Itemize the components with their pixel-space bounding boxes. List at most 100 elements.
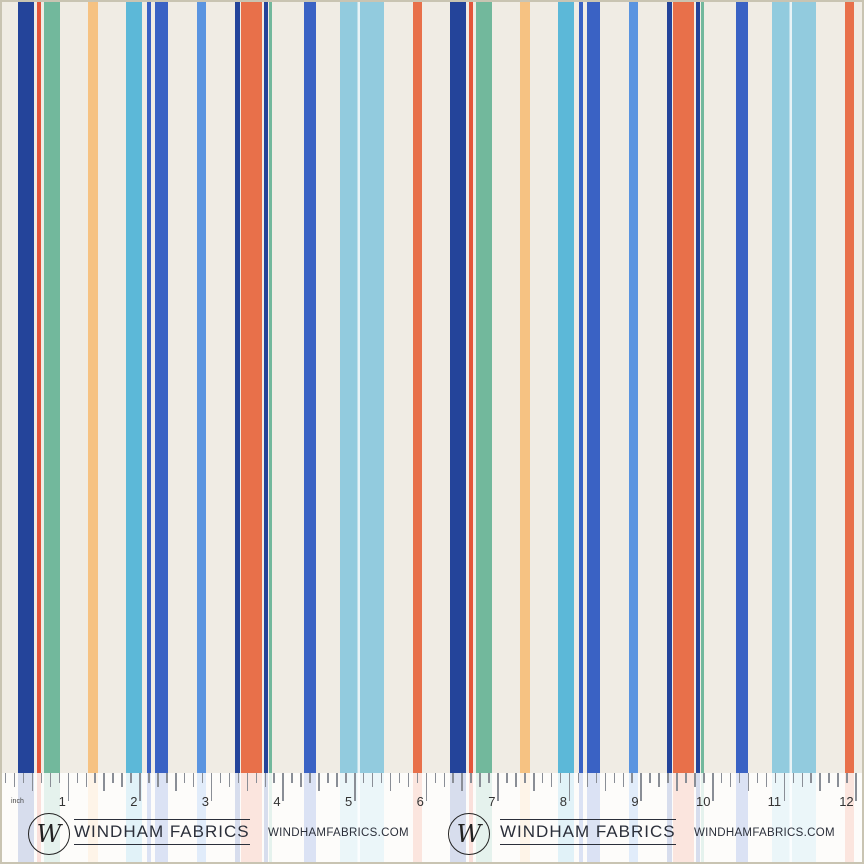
ruler-tick bbox=[362, 773, 365, 783]
ruler-tick bbox=[219, 773, 222, 783]
ruler-tick bbox=[389, 773, 392, 791]
ruler-tick bbox=[416, 773, 419, 783]
ruler-tick bbox=[175, 773, 177, 791]
ruler-number: 8 bbox=[559, 794, 568, 809]
stripe-navy bbox=[18, 2, 34, 862]
ruler-tick bbox=[550, 773, 553, 787]
ruler-number: 11 bbox=[767, 794, 782, 809]
ruler-tick bbox=[103, 773, 105, 791]
ruler-tick bbox=[631, 773, 633, 783]
stripe-cornflower bbox=[197, 2, 206, 862]
ruler-tick bbox=[577, 773, 580, 783]
ruler-tick bbox=[810, 773, 812, 783]
ruler-tick bbox=[148, 773, 150, 783]
ruler-tick bbox=[273, 773, 275, 783]
ruler-tick bbox=[756, 773, 759, 783]
ruler-tick bbox=[210, 773, 213, 801]
ruler-tick bbox=[300, 773, 302, 787]
stripe-navy bbox=[667, 2, 672, 862]
ruler-tick bbox=[31, 773, 34, 791]
ruler-tick bbox=[228, 773, 231, 787]
ruler-tick bbox=[828, 773, 830, 783]
ruler-tick bbox=[425, 773, 428, 801]
stripe-sky bbox=[558, 2, 574, 862]
ruler-tick bbox=[792, 773, 795, 783]
ruler-tick bbox=[604, 773, 607, 791]
ruler-tick bbox=[506, 773, 508, 783]
ruler-tick bbox=[738, 773, 741, 783]
stripe-blue bbox=[587, 2, 600, 862]
ruler-number: 9 bbox=[631, 794, 639, 809]
ruler-tick bbox=[559, 773, 562, 783]
ruler-tick bbox=[846, 773, 848, 783]
ruler-tick bbox=[783, 773, 786, 801]
stripe-orange bbox=[413, 2, 422, 862]
stripe-peach bbox=[88, 2, 98, 862]
ruler-tick bbox=[94, 773, 96, 783]
stripe-cornflower bbox=[629, 2, 638, 862]
ruler-tick bbox=[712, 773, 714, 801]
ruler-tick bbox=[354, 773, 356, 801]
ruler-tick bbox=[568, 773, 571, 801]
ruler-tick bbox=[765, 773, 768, 787]
ruler-tick bbox=[157, 773, 159, 787]
ruler-tick bbox=[112, 773, 114, 783]
ruler-tick bbox=[685, 773, 687, 783]
ruler-tick bbox=[49, 773, 52, 787]
ruler-tick bbox=[801, 773, 803, 787]
windham-logo-icon: W bbox=[28, 813, 70, 855]
stripe-sky bbox=[126, 2, 142, 862]
brand-name: WINDHAM FABRICS bbox=[500, 819, 676, 845]
ruler-tick bbox=[22, 773, 25, 783]
ruler-tick bbox=[819, 773, 821, 791]
ruler-tick bbox=[309, 773, 311, 783]
ruler-tick bbox=[595, 773, 598, 783]
ruler-tick bbox=[246, 773, 249, 791]
ruler-tick bbox=[67, 773, 70, 801]
ruler-tick bbox=[703, 773, 705, 783]
ruler-tick bbox=[720, 773, 723, 783]
ruler-tick bbox=[729, 773, 732, 787]
ruler-tick bbox=[282, 773, 284, 801]
stripe-blue bbox=[579, 2, 583, 862]
ruler-tick bbox=[533, 773, 535, 791]
stripe-navy bbox=[264, 2, 268, 862]
windham-logo-icon: W bbox=[448, 813, 490, 855]
ruler-tick bbox=[4, 773, 7, 783]
ruler-tick bbox=[676, 773, 678, 791]
stripe-blue bbox=[155, 2, 168, 862]
stripe-green bbox=[269, 2, 272, 862]
ruler-tick bbox=[470, 773, 472, 783]
stripe-green bbox=[44, 2, 60, 862]
stripe-red bbox=[37, 2, 41, 862]
stripe-navy bbox=[696, 2, 700, 862]
ruler-tick bbox=[121, 773, 123, 787]
ruler-tick bbox=[407, 773, 410, 787]
ruler-tick bbox=[139, 773, 141, 801]
ruler-tick bbox=[837, 773, 839, 787]
stripe-orange bbox=[845, 2, 854, 862]
stripe-blue bbox=[736, 2, 748, 862]
ruler-tick bbox=[497, 773, 499, 801]
ruler-tick bbox=[622, 773, 624, 787]
ruler-tick bbox=[694, 773, 696, 787]
ruler: inch 1 2 3 4 5 6 7 8 9 10 11 12 W WINDHAM FABRICS W… bbox=[2, 773, 862, 862]
ruler-tick bbox=[237, 773, 240, 783]
brand-url: WINDHAMFABRICS.COM bbox=[694, 827, 835, 839]
stripe-navy bbox=[450, 2, 466, 862]
ruler-tick bbox=[640, 773, 642, 801]
ruler-tick bbox=[201, 773, 204, 783]
ruler-tick bbox=[774, 773, 777, 783]
ruler-tick bbox=[85, 773, 87, 787]
ruler-tick bbox=[166, 773, 168, 783]
ruler-tick bbox=[479, 773, 481, 787]
ruler-number: 12 bbox=[839, 794, 854, 809]
ruler-tick bbox=[524, 773, 526, 783]
ruler-tick bbox=[336, 773, 338, 787]
brand-url: WINDHAMFABRICS.COM bbox=[268, 827, 409, 839]
ruler-tick bbox=[371, 773, 374, 787]
stripe-pale_sky bbox=[340, 2, 384, 862]
ruler-tick bbox=[541, 773, 544, 783]
stripe-green bbox=[476, 2, 492, 862]
ruler-tick bbox=[130, 773, 132, 783]
